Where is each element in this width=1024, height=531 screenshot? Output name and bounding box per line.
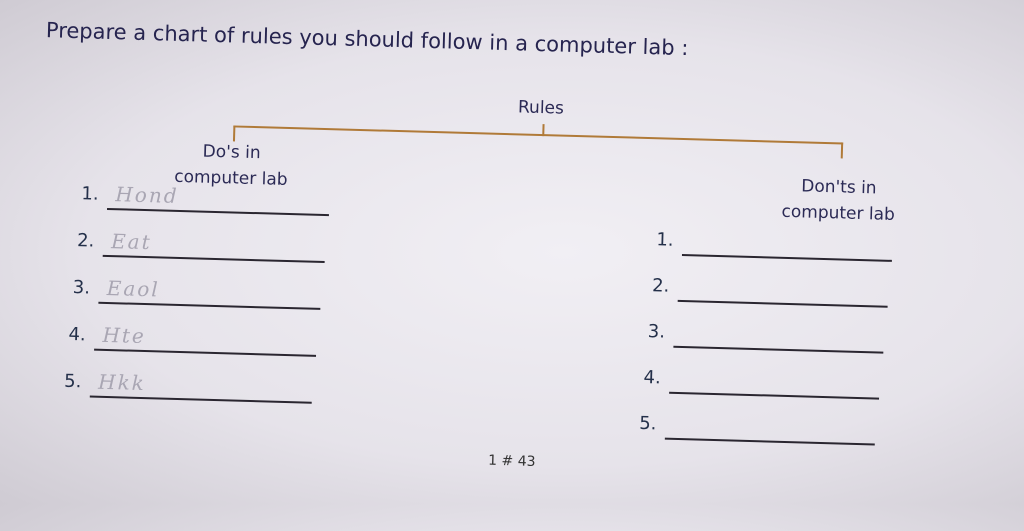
donts-answer-line[interactable]	[673, 345, 884, 354]
dos-answer-line[interactable]	[98, 301, 321, 310]
dos-handwritten-answer: Hte	[102, 322, 147, 349]
dos-item-number: 4.	[68, 323, 86, 346]
dos-answer-line[interactable]	[107, 207, 329, 217]
page-number: 1 # 43	[487, 452, 536, 471]
donts-item-number: 2.	[651, 275, 670, 297]
dos-answer-line[interactable]	[94, 348, 317, 357]
donts-item-number: 1.	[656, 229, 674, 251]
dos-item-number: 5.	[63, 370, 82, 393]
donts-answer-line[interactable]	[664, 437, 875, 446]
donts-answer-line[interactable]	[669, 391, 880, 400]
dos-handwritten-answer: Hond	[115, 182, 179, 208]
dos-answer-line[interactable]	[102, 254, 325, 264]
tree-right-branch	[840, 142, 844, 159]
donts-heading: Don'ts in computer lab	[763, 172, 914, 228]
dos-handwritten-answer: Eat	[110, 229, 153, 255]
donts-item-number: 3.	[647, 321, 666, 343]
dos-item-number: 2.	[76, 230, 95, 252]
donts-heading-line2: computer lab	[781, 201, 896, 225]
worksheet-title: Prepare a chart of rules you should foll…	[45, 18, 689, 61]
donts-answer-line[interactable]	[681, 254, 892, 262]
dos-answer-line[interactable]	[89, 395, 312, 404]
dos-handwritten-answer: Hkk	[97, 369, 147, 396]
donts-answer-line[interactable]	[677, 299, 888, 308]
rules-root-label: Rules	[517, 97, 565, 119]
donts-item-number: 5.	[638, 412, 657, 435]
dos-item-number: 3.	[72, 277, 91, 299]
dos-item-number: 1.	[81, 183, 99, 205]
dos-handwritten-answer: Eaol	[106, 275, 161, 302]
tree-bar	[233, 125, 844, 145]
donts-item-number: 4.	[643, 366, 662, 389]
